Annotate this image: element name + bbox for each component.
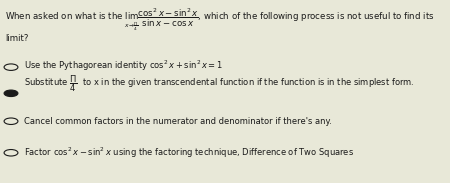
Text: Substitute $\dfrac{\Pi}{4}$  to x in the given transcendental function if the fu: Substitute $\dfrac{\Pi}{4}$ to x in the …	[24, 73, 415, 94]
Text: Use the Pythagorean identity $\cos^2 x + \sin^2 x = 1$: Use the Pythagorean identity $\cos^2 x +…	[24, 58, 224, 73]
Circle shape	[4, 90, 18, 97]
Text: limit?: limit?	[5, 34, 29, 43]
Text: When asked on what is the $\lim_{x \to \frac{\Pi}{4}} \dfrac{\cos^2 x - \sin^2 x: When asked on what is the $\lim_{x \to \…	[5, 7, 435, 33]
Text: Cancel common factors in the numerator and denominator if there's any.: Cancel common factors in the numerator a…	[24, 117, 333, 126]
Text: Factor $\cos^2 x - \sin^2 x$ using the factoring technique, Difference of Two Sq: Factor $\cos^2 x - \sin^2 x$ using the f…	[24, 145, 355, 160]
